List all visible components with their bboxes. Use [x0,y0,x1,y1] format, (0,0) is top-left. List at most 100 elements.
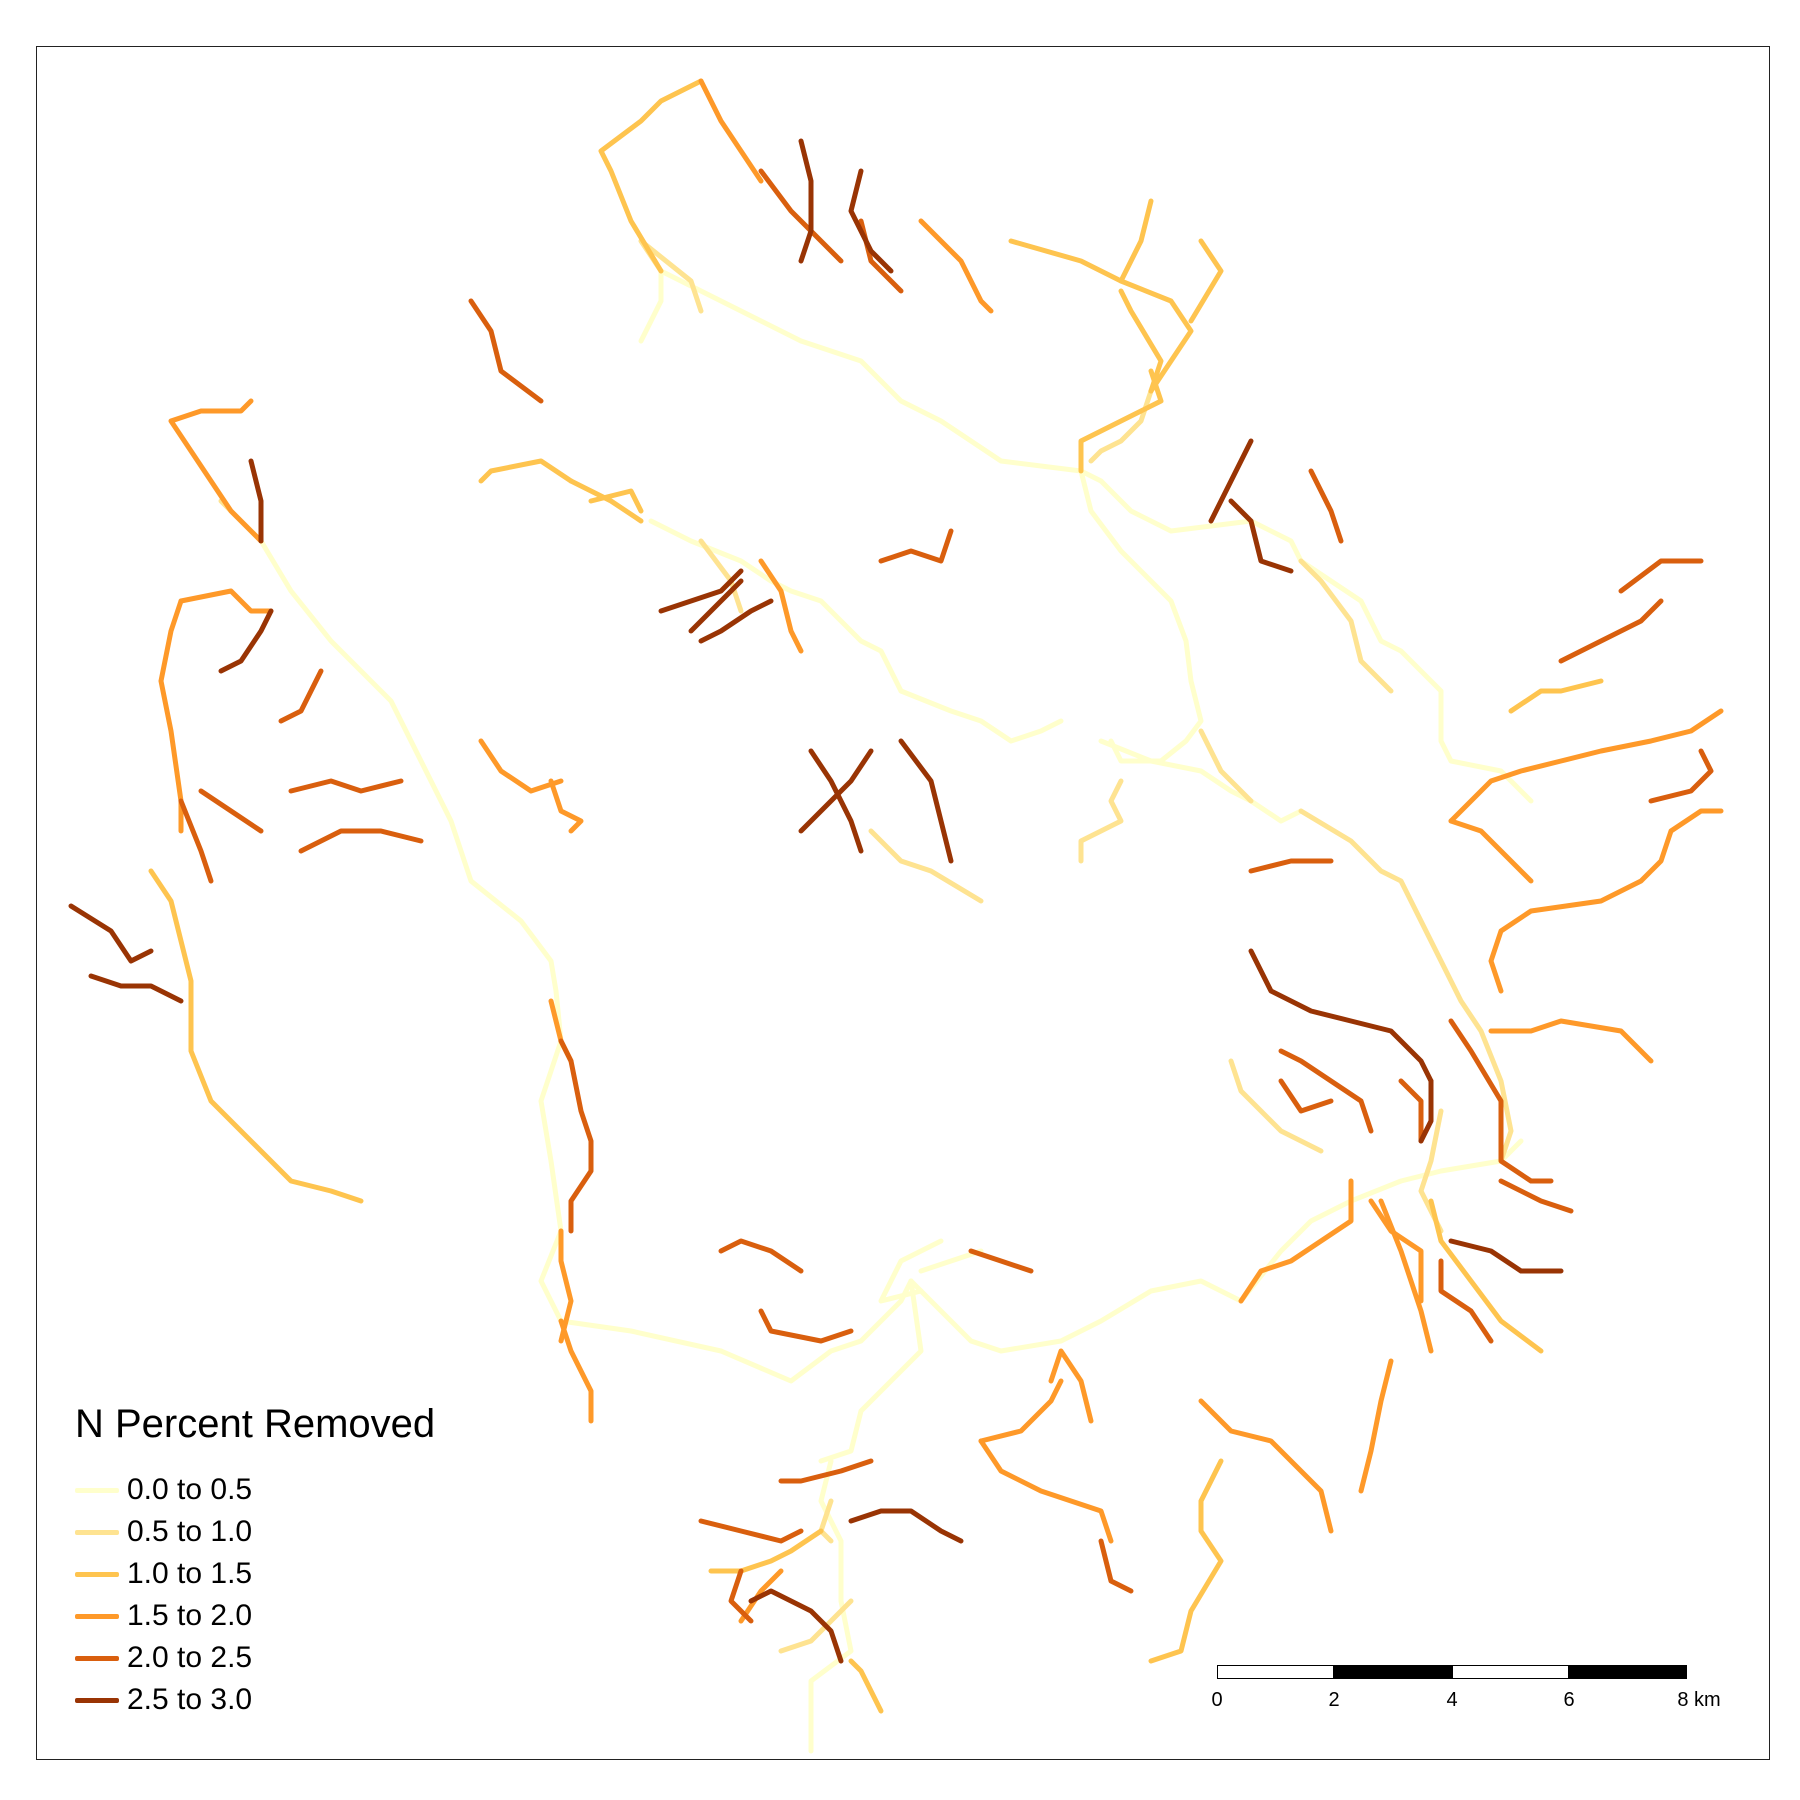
stream-segment [558,1228,574,1344]
stream-segment [1188,238,1224,324]
stream-segment [1228,498,1294,574]
stream-segment [278,668,324,724]
stream-segment [1118,198,1154,284]
stream-segment [648,518,904,694]
stream-segment [1098,738,1304,824]
scale-tick-label: 8 km [1677,1689,1721,1711]
legend-swatch [75,1697,119,1703]
stream-segment [1008,238,1194,394]
stream-segment [1298,808,1514,1164]
stream-segment [848,168,894,274]
stream-segment [1118,288,1164,394]
stream-segment [1488,808,1724,994]
stream-segment [1618,558,1704,594]
stream-segment [698,78,764,184]
stream-segment [918,1248,984,1274]
stream-segment [1558,598,1664,664]
legend-item: 2.5 to 3.0 [75,1679,435,1721]
stream-segment [478,738,564,794]
stream-segment [1238,1178,1354,1304]
stream-segment [878,1238,944,1304]
legend-label: 0.0 to 0.5 [127,1473,253,1506]
legend-item: 0.0 to 0.5 [75,1469,435,1511]
scale-segment [1217,1665,1334,1679]
scale-tick-label: 4 [1446,1689,1458,1711]
stream-segment [168,398,264,544]
stream-segment [1278,1078,1334,1114]
stream-segment [848,1508,964,1544]
legend-label: 0.5 to 1.0 [127,1515,253,1548]
legend-swatch [75,1613,119,1619]
stream-segment [568,478,644,524]
stream-segment [258,538,724,1354]
stream-segment [248,458,264,544]
stream-segment [468,298,544,404]
stream-segment [1438,1258,1494,1344]
stream-segment [558,1318,594,1424]
stream-segment [798,338,1104,484]
stream-segment [1508,678,1604,714]
stream-segment [898,688,1064,744]
stream-segment [1078,368,1164,474]
stream-segment [728,1568,754,1624]
stream-segment [68,903,154,964]
stream-segment [778,1458,874,1484]
stream-segment [198,788,264,834]
stream-segment [968,1248,1034,1274]
stream-segment [298,828,424,854]
stream-segment [548,778,584,834]
stream-segment [808,748,864,854]
stream-segment [658,568,744,614]
stream-segment [558,1038,594,1234]
legend: N Percent Removed 0.0 to 0.5 0.5 to 1.0 … [75,1402,435,1721]
stream-segment [658,268,804,344]
stream-segment [1198,728,1254,804]
stream-segment [758,168,844,264]
stream-segment [738,1568,784,1624]
stream-segment [1298,558,1534,804]
legend-label: 2.5 to 3.0 [127,1683,253,1716]
stream-segment [1098,478,1304,564]
legend-label: 1.5 to 2.0 [127,1599,253,1632]
stream-segment [1078,778,1124,864]
stream-segment [758,1308,854,1344]
map-frame: N Percent Removed 0.0 to 0.5 0.5 to 1.0 … [36,46,1770,1760]
stream-segment [1488,1018,1654,1064]
stream-segment [1228,1058,1324,1154]
stream-segment [778,1598,854,1654]
legend-title: N Percent Removed [75,1402,436,1446]
stream-segment [598,78,704,274]
scale-tick-label: 6 [1563,1689,1575,1711]
stream-segment [1308,468,1344,544]
stream-segment [858,218,904,294]
stream-segment [1358,1358,1394,1494]
legend-item: 2.0 to 2.5 [75,1637,435,1679]
legend-item: 1.0 to 1.5 [75,1553,435,1595]
legend-swatch [75,1529,119,1535]
stream-segment [798,138,814,264]
stream-segment [588,488,644,514]
stream-segment [698,598,774,644]
stream-segment [898,738,954,864]
scale-segment [1569,1665,1687,1679]
scale-segment [1452,1665,1569,1679]
stream-segment [1448,1238,1564,1274]
river-network-map [68,78,1724,1754]
scale-bar: 0 2 4 6 8 km [1211,1665,1721,1725]
stream-segment [1278,1048,1374,1134]
stream-segment [218,608,274,674]
stream-segment [1418,1078,1434,1144]
stream-segment [1398,1078,1424,1144]
stream-segment [688,578,744,634]
stream-segment [1648,748,1714,804]
stream-segment [718,1238,804,1274]
stream-segment [178,588,274,614]
stream-segment [848,1658,884,1714]
stream-segment [1448,1018,1554,1184]
stream-segment [158,598,184,834]
stream-segment [1498,1178,1574,1214]
scale-tick-label: 0 [1211,1689,1223,1711]
stream-segment [918,218,994,314]
stream-segment [1198,1398,1334,1534]
stream-segment [818,1278,924,1464]
